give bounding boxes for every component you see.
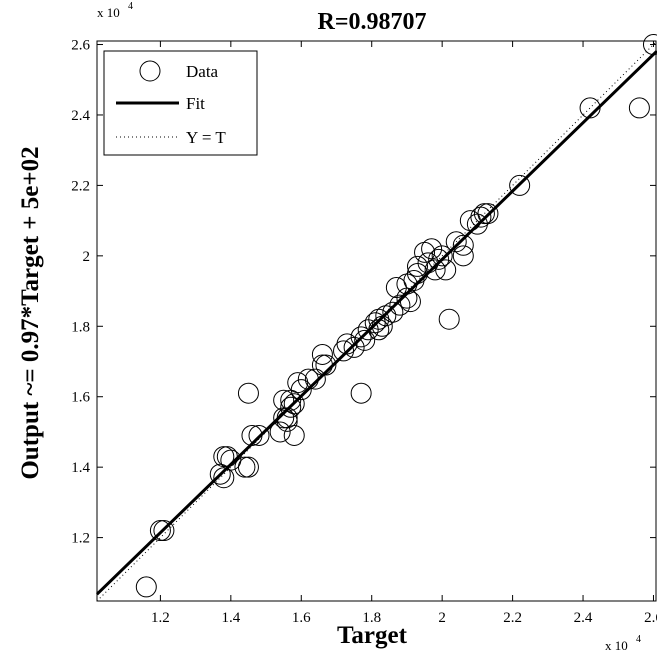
data-point <box>149 520 171 542</box>
data-point <box>407 262 429 284</box>
data-point <box>237 382 259 404</box>
data-point <box>509 174 531 196</box>
data-point <box>579 97 601 119</box>
data-point <box>234 456 256 478</box>
y-exponent-power: 4 <box>128 1 133 12</box>
data-point <box>642 34 657 56</box>
y-axis-title: Output ~= 0.97*Target + 5e+02 <box>17 146 44 479</box>
data-point <box>428 248 450 270</box>
y-tick-label: 1.6 <box>71 390 90 406</box>
data-point <box>389 294 411 316</box>
chart-title: R=0.98707 <box>317 9 426 35</box>
data-point <box>350 382 372 404</box>
data-point <box>333 340 355 362</box>
data-point <box>473 203 495 225</box>
data-point <box>357 319 379 341</box>
lines-layer <box>95 40 657 602</box>
data-point <box>280 396 302 418</box>
y-tick-label: 1.4 <box>71 460 90 476</box>
data-point <box>368 319 390 341</box>
data-point <box>477 203 499 225</box>
x-axis-title: Target <box>337 622 408 649</box>
data-point <box>438 308 460 330</box>
data-point <box>290 379 312 401</box>
x-tick-label: 1.4 <box>221 610 240 626</box>
y-exponent: x 10 4 <box>97 1 133 20</box>
data-point <box>311 343 333 365</box>
data-point <box>382 301 404 323</box>
data-point <box>237 456 259 478</box>
data-point <box>628 97 650 119</box>
y-exponent-base: x 10 <box>97 5 120 20</box>
data-point <box>287 372 309 394</box>
data-point <box>297 368 319 390</box>
data-point <box>424 259 446 281</box>
x-tick-label: 2 <box>438 610 446 626</box>
y-tick-label: 2.2 <box>71 178 90 194</box>
fit-line <box>95 49 657 596</box>
data-point <box>283 393 305 415</box>
y-tick-label: 2.6 <box>71 38 90 54</box>
data-point <box>216 446 238 468</box>
data-point <box>213 446 235 468</box>
data-point <box>153 520 175 542</box>
x-exponent-power: 4 <box>636 634 641 645</box>
data-point <box>371 315 393 337</box>
data-point <box>304 368 326 390</box>
legend-data-marker <box>139 60 161 82</box>
y-tick-label: 1.8 <box>71 319 90 335</box>
ticks-layer: 1.2 1.4 1.6 1.8 2 2.2 2.4 2.6 1.2 1.4 1.6 1.8 2 2.2 2.… <box>71 38 657 626</box>
data-point <box>421 238 443 260</box>
data-point <box>343 336 365 358</box>
data-point <box>273 389 295 411</box>
plot-area <box>95 34 657 602</box>
data-point <box>431 245 453 267</box>
data-point <box>470 206 492 228</box>
data-point <box>435 259 457 281</box>
x-tick-label: 1.2 <box>151 610 170 626</box>
x-exponent-base: x 10 <box>605 638 628 653</box>
x-tick-label: 2.6 <box>644 610 657 626</box>
x-tick-label: 1.8 <box>362 610 381 626</box>
data-point <box>248 424 270 446</box>
data-point <box>241 424 263 446</box>
data-point <box>135 576 157 598</box>
data-point <box>311 354 333 376</box>
x-exponent: x 10 4 <box>605 634 641 653</box>
data-point <box>354 329 376 351</box>
data-point <box>407 255 429 277</box>
legend-label-data: Data <box>186 62 219 81</box>
x-tick-label: 2.4 <box>574 610 593 626</box>
data-point <box>452 234 474 256</box>
legend-label-fit: Fit <box>186 94 205 113</box>
y-tick-label: 2 <box>83 249 91 265</box>
y-tick-label: 1.2 <box>71 531 90 547</box>
x-tick-label: 2.2 <box>503 610 522 626</box>
plot-frame <box>96 40 657 602</box>
data-points-layer <box>135 34 657 598</box>
data-point <box>283 424 305 446</box>
data-point <box>315 354 337 376</box>
data-point <box>269 421 291 443</box>
data-point <box>399 291 421 313</box>
legend: Data Fit Y = T <box>103 50 258 156</box>
legend-label-ideal: Y = T <box>186 128 226 147</box>
x-tick-label: 1.6 <box>292 610 311 626</box>
y-tick-label: 2.4 <box>71 108 90 124</box>
data-point <box>452 245 474 267</box>
